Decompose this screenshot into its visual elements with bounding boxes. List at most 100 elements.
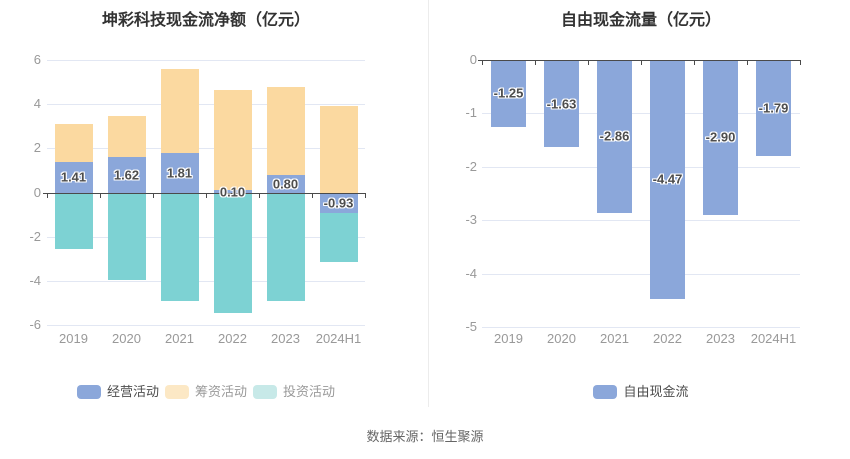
- bar-value-label: -2.86: [599, 128, 630, 144]
- bar-segment-经营活动[interactable]: [266, 175, 305, 193]
- bar-segment-自由现金流[interactable]: [756, 60, 791, 156]
- bar-segment-自由现金流[interactable]: [703, 60, 738, 215]
- x-axis-category-label: 2019: [494, 331, 523, 346]
- bar-segment-经营活动[interactable]: [107, 156, 146, 193]
- axis-tick: [312, 192, 313, 198]
- x-axis-category-label: 2022: [218, 331, 247, 346]
- bar-value-label: -0.93: [323, 195, 354, 211]
- axis-tick: [588, 60, 589, 65]
- bar-value-label: -1.79: [758, 100, 789, 116]
- bar-segment-投资活动[interactable]: [160, 192, 199, 302]
- axis-tick: [694, 60, 695, 65]
- bar-segment-筹资活动[interactable]: [107, 116, 146, 157]
- gridline: [47, 60, 365, 62]
- legend-item-筹资活动[interactable]: 筹资活动: [164, 383, 247, 400]
- bar-segment-筹资活动[interactable]: [54, 123, 93, 162]
- y-axis-tick-label: -4: [465, 265, 477, 281]
- gridline: [482, 166, 800, 168]
- bar-segment-经营活动[interactable]: [319, 192, 358, 214]
- net-cashflow-legend: 经营活动 筹资活动 投资活动: [47, 383, 365, 400]
- bar-segment-筹资活动[interactable]: [160, 68, 199, 153]
- legend-swatch-icon: [253, 384, 277, 399]
- axis-tick: [641, 60, 642, 65]
- bar-value-label: 1.41: [60, 169, 87, 185]
- y-axis-tick-label: -1: [465, 105, 477, 121]
- y-axis-tick-label: 6: [33, 52, 41, 68]
- axis-tick: [365, 192, 366, 198]
- legend-label: 投资活动: [283, 383, 336, 399]
- y-axis-tick-label: 4: [33, 96, 41, 112]
- gridline: [47, 148, 365, 150]
- legend-item-投资活动[interactable]: 投资活动: [253, 384, 335, 400]
- bar-segment-投资活动[interactable]: [266, 192, 305, 302]
- x-axis-category-label: 2019: [59, 331, 88, 346]
- bar-segment-筹资活动[interactable]: [266, 86, 305, 175]
- y-axis-tick-label: 0: [469, 52, 477, 67]
- bar-value-label: 1.81: [166, 165, 193, 181]
- bar-segment-自由现金流[interactable]: [597, 60, 632, 213]
- y-axis-tick-label: -4: [29, 273, 41, 289]
- y-axis-tick-label: -2: [465, 158, 477, 174]
- bar-value-label: 0.80: [272, 176, 299, 192]
- bar-segment-投资活动[interactable]: [319, 213, 358, 262]
- gridline: [482, 327, 800, 328]
- x-axis-category-label: 2024H1: [315, 331, 362, 346]
- free-cashflow-legend: 自由现金流: [482, 383, 800, 400]
- gridline: [482, 113, 800, 115]
- y-axis-tick-label: 2: [33, 140, 41, 156]
- x-axis-category-label: 2020: [547, 331, 576, 346]
- y-axis-tick-label: -6: [29, 317, 41, 333]
- x-axis-category-label: 2020: [112, 331, 141, 346]
- legend-label: 自由现金流: [623, 383, 689, 399]
- bar-value-label: 0.10: [219, 184, 246, 200]
- bar-segment-投资活动[interactable]: [107, 192, 146, 280]
- bar-segment-经营活动[interactable]: [160, 152, 199, 193]
- bar-value-label: -1.63: [546, 96, 577, 112]
- bar-segment-投资活动[interactable]: [213, 192, 252, 314]
- legend-swatch-icon: [76, 384, 101, 399]
- x-axis-category-label: 2022: [653, 331, 682, 346]
- legend-swatch-icon: [164, 384, 189, 399]
- bar-value-label: -1.25: [493, 85, 524, 101]
- bar-segment-自由现金流[interactable]: [544, 60, 579, 148]
- gridline: [47, 281, 365, 283]
- bar-segment-经营活动[interactable]: [213, 190, 252, 193]
- y-axis-tick-label: 0: [33, 184, 41, 200]
- gridline: [47, 325, 365, 327]
- axis-tick: [153, 192, 154, 198]
- data-source-caption: 数据来源：恒生聚源: [366, 429, 484, 444]
- axis-tick: [535, 60, 536, 65]
- bar-segment-筹资活动[interactable]: [319, 105, 358, 193]
- axis-tick: [206, 192, 207, 198]
- legend-swatch-icon: [593, 384, 618, 399]
- legend-label: 经营活动: [106, 383, 159, 399]
- bar-value-label: -2.90: [705, 129, 736, 145]
- y-axis-tick-label: -2: [29, 228, 41, 244]
- x-axis-category-label: 2021: [165, 331, 194, 346]
- x-axis-category-label: 2023: [706, 331, 735, 346]
- gridline: [47, 104, 365, 106]
- panel-divider: [428, 0, 429, 407]
- axis-tick: [747, 60, 748, 65]
- legend-item-经营活动[interactable]: 经营活动: [76, 383, 159, 400]
- free-cashflow-chart-title: 自由现金流量（亿元）: [560, 12, 721, 29]
- axis-tick: [482, 60, 483, 65]
- bar-segment-自由现金流[interactable]: [491, 60, 526, 127]
- y-axis-tick-label: -3: [465, 212, 477, 228]
- axis-tick: [259, 192, 260, 198]
- bar-segment-筹资活动[interactable]: [213, 89, 252, 191]
- zero-axis-line: [478, 60, 800, 61]
- gridline: [482, 220, 800, 222]
- legend-label: 筹资活动: [194, 383, 247, 399]
- legend-item-自由现金流[interactable]: 自由现金流: [593, 383, 689, 400]
- bar-segment-投资活动[interactable]: [54, 192, 93, 250]
- bar-segment-经营活动[interactable]: [54, 161, 93, 193]
- axis-tick: [800, 60, 801, 65]
- bar-segment-自由现金流[interactable]: [650, 60, 685, 299]
- bar-value-label: -4.47: [652, 171, 683, 187]
- gridline: [47, 236, 365, 238]
- y-axis-tick-label: -5: [465, 319, 477, 334]
